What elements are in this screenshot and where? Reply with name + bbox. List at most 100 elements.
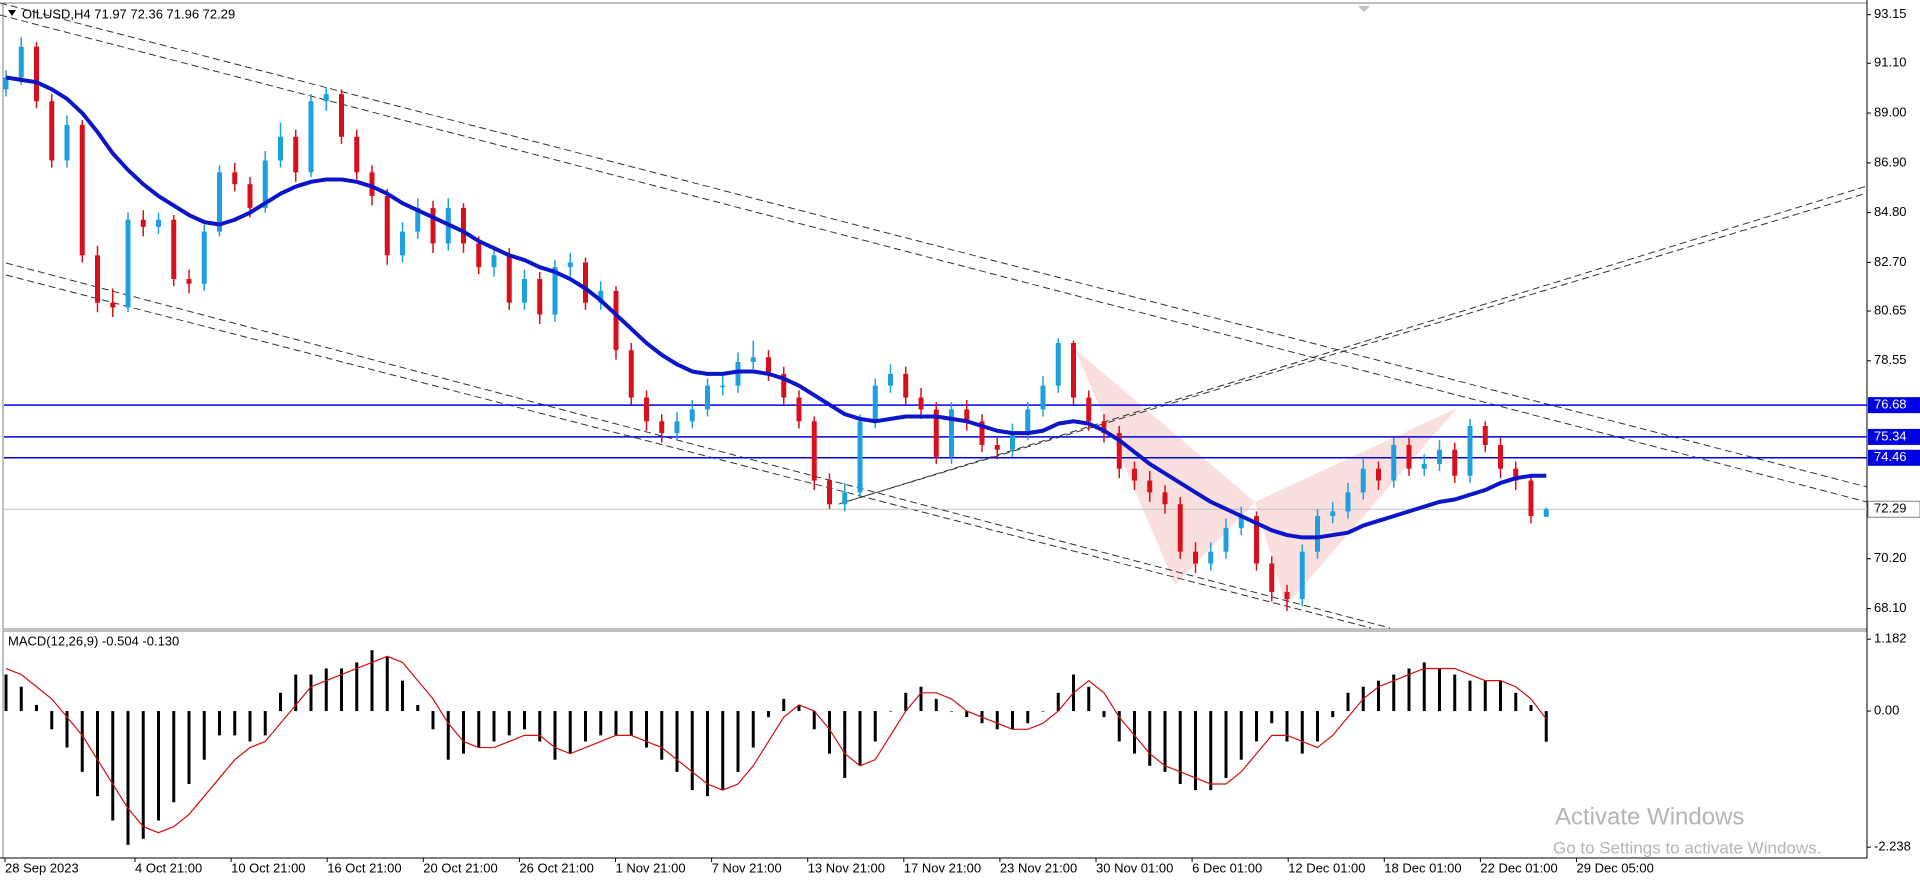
- macd-bar: [812, 711, 816, 730]
- candle-body: [247, 184, 253, 208]
- macd-bar: [1514, 692, 1518, 712]
- time-label: 7 Nov 21:00: [712, 860, 782, 875]
- candle-body: [994, 444, 1000, 450]
- macd-bar: [1239, 711, 1243, 760]
- candle-body: [1299, 551, 1305, 600]
- macd-bar: [1422, 662, 1426, 712]
- y-tick-label: 0.00: [1874, 702, 1899, 717]
- candle-body: [613, 290, 619, 351]
- candle-body: [918, 397, 924, 410]
- candle-body: [400, 231, 405, 256]
- candle-body: [1193, 551, 1198, 564]
- macd-bar: [309, 674, 313, 712]
- candle-body: [262, 160, 268, 208]
- macd-bar: [492, 711, 496, 742]
- macd-bar: [797, 704, 801, 712]
- candle-body: [18, 46, 24, 78]
- candle-body: [125, 219, 131, 308]
- macd-bar: [19, 686, 23, 712]
- macd-bar: [919, 686, 923, 712]
- time-label: 1 Nov 21:00: [616, 860, 686, 875]
- macd-bar: [1209, 711, 1213, 791]
- macd-bar: [568, 711, 572, 754]
- macd-bar: [1331, 711, 1335, 718]
- candle-body: [308, 101, 314, 173]
- macd-bar: [50, 711, 54, 730]
- macd-bar: [523, 711, 526, 730]
- macd-bar: [1468, 680, 1472, 712]
- candle-body: [888, 373, 893, 386]
- time-label: 6 Dec 01:00: [1192, 860, 1262, 875]
- candle-body: [156, 219, 161, 227]
- candle-body: [3, 77, 9, 90]
- time-label: 17 Nov 21:00: [904, 860, 981, 875]
- macd-bar: [782, 698, 786, 712]
- macd-bar: [279, 692, 282, 712]
- shift-marker: [1358, 6, 1370, 12]
- chart-header: OILUSD,H4 71.97 72.36 71.96 72.29: [22, 6, 235, 21]
- macd-bar: [1087, 686, 1091, 712]
- candle-body: [705, 385, 710, 410]
- candle-body: [1498, 444, 1503, 469]
- trend-line: [844, 192, 1868, 503]
- candle-body: [781, 373, 787, 398]
- candle-body: [1254, 516, 1259, 564]
- candle-body: [857, 421, 863, 493]
- candle-body: [1208, 551, 1214, 564]
- time-label: 28 Sep 2023: [5, 860, 79, 875]
- candle-body: [933, 409, 939, 457]
- macd-bar: [1148, 711, 1152, 766]
- y-tick-label: -2.238: [1874, 839, 1911, 854]
- macd-bar: [1285, 711, 1289, 742]
- macd-bar: [1041, 711, 1045, 712]
- candle-body: [537, 279, 543, 315]
- macd-bar: [96, 711, 99, 797]
- candle-body: [232, 172, 238, 185]
- candle-body: [964, 409, 970, 422]
- candle-body: [369, 172, 375, 197]
- macd-bar: [828, 711, 831, 754]
- macd-bar: [736, 711, 740, 772]
- macd-bar: [111, 711, 115, 821]
- macd-header: MACD(12,26,9) -0.504 -0.130: [8, 633, 179, 648]
- candle-body: [1391, 444, 1397, 481]
- macd-bar: [1224, 711, 1228, 778]
- macd-signal: [5, 655, 1547, 834]
- macd-bar: [614, 711, 618, 736]
- candle-body: [720, 385, 726, 388]
- macd-bar: [263, 711, 267, 736]
- candle-body: [1376, 468, 1381, 481]
- macd-bar: [1377, 680, 1380, 712]
- y-tick-label: 84.80: [1874, 204, 1907, 219]
- candle-body: [1360, 468, 1366, 493]
- candle-body: [1101, 421, 1107, 434]
- time-label: 23 Nov 21:00: [1000, 860, 1077, 875]
- candle-body: [1513, 468, 1519, 481]
- candle-body: [1055, 343, 1061, 386]
- macd-bar: [629, 711, 633, 736]
- candle-body: [278, 136, 283, 161]
- macd-bar: [1483, 680, 1487, 712]
- candle-body: [64, 124, 70, 161]
- y-tick-label: 78.55: [1874, 352, 1907, 367]
- macd-bar: [324, 668, 328, 712]
- candle-body: [186, 279, 192, 284]
- candle-body: [598, 290, 604, 303]
- macd-bar: [385, 656, 389, 712]
- macd-bar: [889, 711, 892, 712]
- candle-body: [1010, 433, 1015, 450]
- macd-bar: [340, 668, 343, 712]
- level-label: 76.68: [1874, 397, 1907, 412]
- candle-body: [461, 207, 466, 244]
- candle-body: [811, 421, 817, 481]
- macd-bar: [202, 711, 206, 760]
- macd-bar: [157, 711, 160, 821]
- macd-bar: [126, 711, 130, 845]
- macd-bar: [675, 711, 679, 772]
- macd-bar: [1346, 692, 1350, 712]
- candle-body: [903, 373, 909, 398]
- macd-bar: [843, 711, 847, 778]
- candle-body: [1162, 492, 1168, 505]
- candle-body: [1269, 563, 1275, 592]
